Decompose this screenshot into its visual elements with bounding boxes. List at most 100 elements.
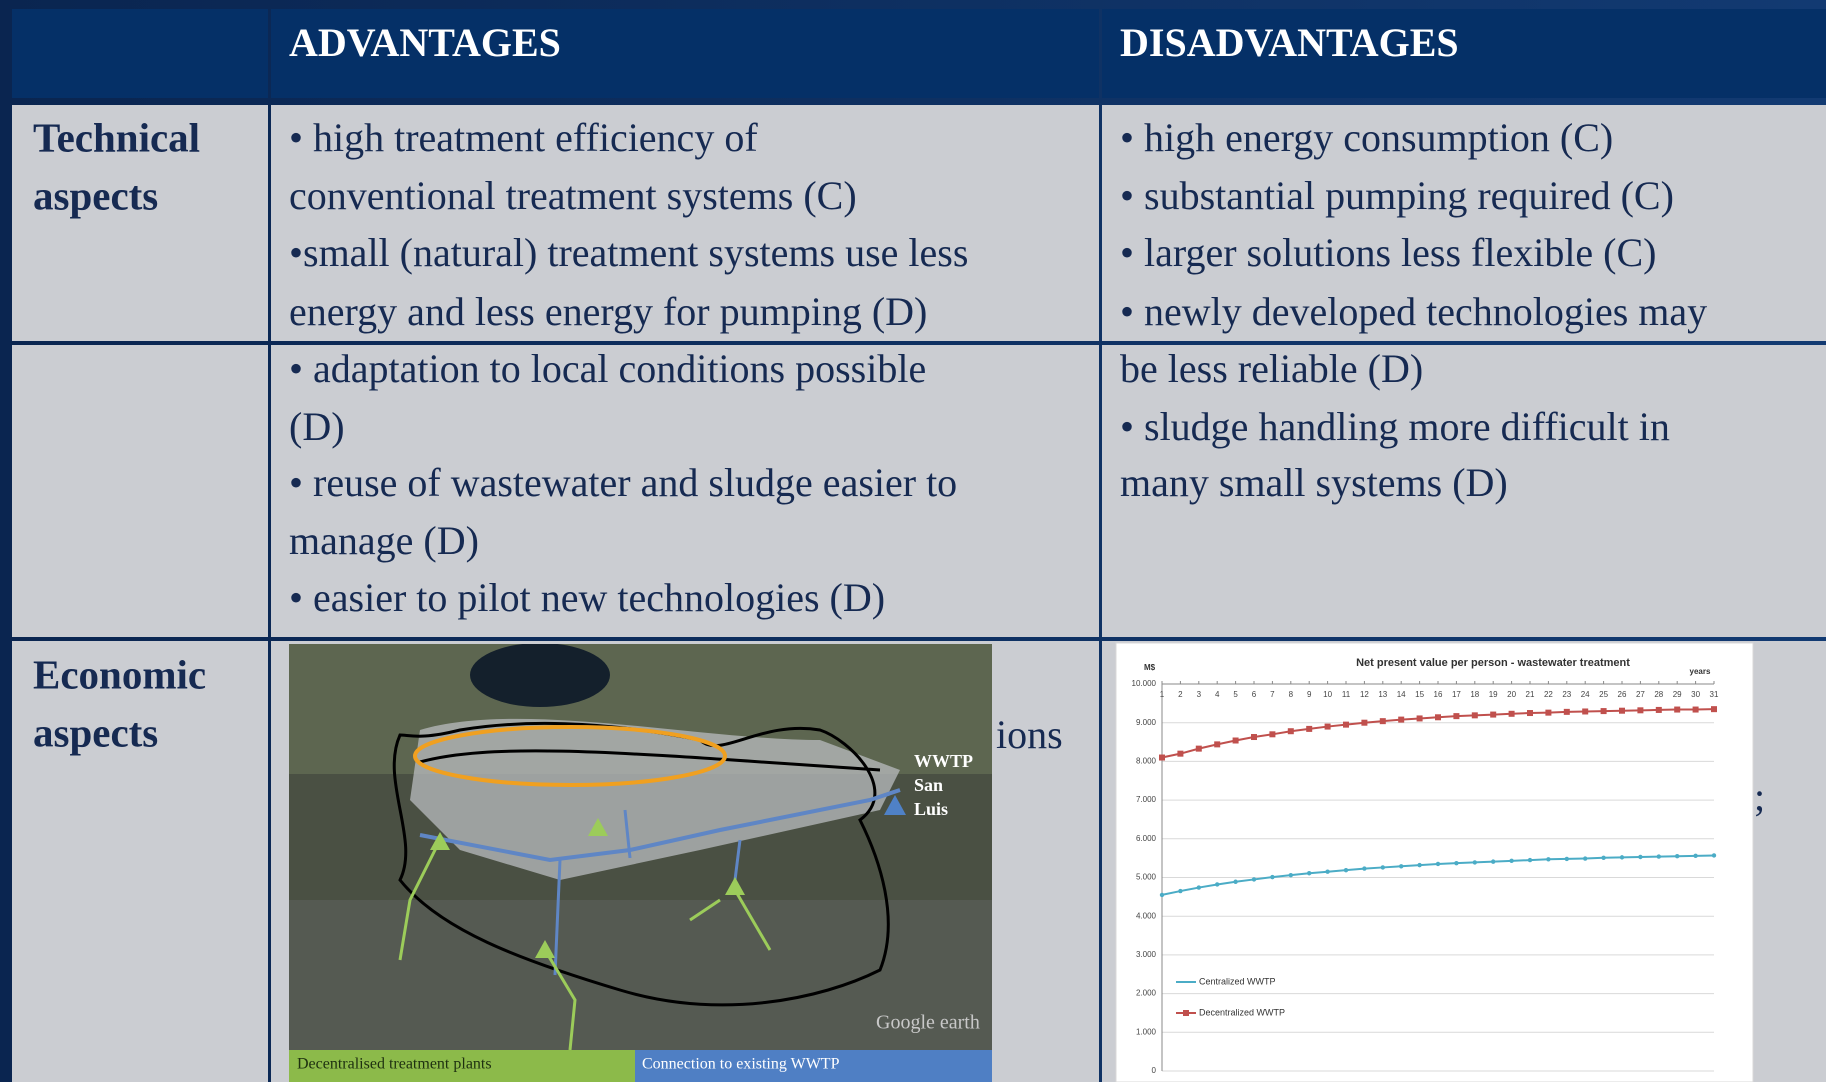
y-tick-label: 7.000 [1136, 795, 1157, 804]
point [1177, 751, 1183, 757]
column-header: ADVANTAGES [289, 20, 561, 65]
point [1473, 860, 1477, 864]
point [1564, 709, 1570, 715]
disadvantage-line: • sludge handling more difficult in [1120, 404, 1670, 449]
legend-label: Centralized WWTP [1199, 976, 1276, 986]
advantage-line: manage (D) [289, 518, 479, 563]
x-tick-label: 1 [1160, 690, 1165, 699]
map-legend-label: Decentralised treatment plants [297, 1056, 492, 1073]
point [1491, 859, 1495, 863]
x-tick-label: 3 [1197, 690, 1202, 699]
chart-title: Net present value per person - wastewate… [1356, 657, 1630, 669]
y-tick-label: 8.000 [1136, 757, 1157, 766]
point [1638, 855, 1642, 859]
y-tick-label: 1.000 [1136, 1027, 1157, 1036]
point [1472, 712, 1478, 718]
point [1325, 869, 1329, 873]
point [1417, 715, 1423, 721]
row-label: Technical [33, 114, 200, 160]
legend-label: Decentralized WWTP [1199, 1007, 1285, 1017]
hidden-text-fragment: ions [996, 712, 1063, 757]
point [1657, 854, 1661, 858]
row-label: aspects [33, 172, 158, 218]
map-label: WWTP [914, 751, 973, 771]
y-tick-label: 4.000 [1136, 911, 1157, 920]
point [1601, 708, 1607, 714]
page: ADVANTAGES DISADVANTAGES Technical aspects E… [0, 0, 1826, 1082]
x-tick-label: 8 [1289, 690, 1294, 699]
advantage-line: • adaptation to local conditions possibl… [289, 346, 926, 391]
point [1252, 877, 1256, 881]
point [1675, 854, 1679, 858]
point [1620, 855, 1624, 859]
point [1288, 728, 1294, 734]
x-tick-label: 6 [1252, 690, 1257, 699]
map-watermark: Google earth [876, 1012, 980, 1034]
y-tick-label: 0 [1152, 1066, 1157, 1075]
point [1565, 857, 1569, 861]
x-tick-label: 25 [1599, 690, 1608, 699]
point [1214, 741, 1220, 747]
x-unit: years [1690, 667, 1711, 676]
point [1344, 868, 1348, 872]
point [1197, 885, 1201, 889]
point [1528, 858, 1532, 862]
point [1454, 861, 1458, 865]
x-tick-label: 10 [1323, 690, 1332, 699]
hidden-text-fragment: ; [1754, 774, 1765, 819]
point [1509, 859, 1513, 863]
point [1269, 731, 1275, 737]
point [1417, 863, 1421, 867]
y-tick-label: 5.000 [1136, 873, 1157, 882]
x-tick-label: 29 [1673, 690, 1682, 699]
point [1582, 708, 1588, 714]
point [1490, 712, 1496, 718]
advantage-line: • reuse of wastewater and sludge easier … [289, 460, 957, 505]
advantage-line: (D) [289, 404, 345, 449]
point [1159, 755, 1165, 761]
legend-marker [1183, 1010, 1189, 1016]
point [1196, 746, 1202, 752]
x-tick-label: 26 [1618, 690, 1627, 699]
point [1362, 866, 1366, 870]
point [1380, 718, 1386, 724]
x-tick-label: 31 [1710, 690, 1719, 699]
point [1233, 880, 1237, 884]
column-header: DISADVANTAGES [1120, 20, 1459, 65]
point [1251, 734, 1257, 740]
point [1289, 873, 1293, 877]
point [1656, 707, 1662, 713]
x-tick-label: 27 [1636, 690, 1645, 699]
disadvantage-line: • substantial pumping required (C) [1120, 173, 1674, 218]
x-tick-label: 13 [1378, 690, 1387, 699]
map-legend-label: Connection to existing WWTP [642, 1056, 840, 1073]
x-tick-label: 16 [1434, 690, 1443, 699]
row-label: aspects [33, 709, 158, 755]
y-tick-label: 3.000 [1136, 950, 1157, 959]
x-tick-label: 9 [1307, 690, 1312, 699]
x-tick-label: 2 [1178, 690, 1183, 699]
x-tick-label: 18 [1470, 690, 1479, 699]
x-tick-label: 24 [1581, 690, 1590, 699]
advantage-line: conventional treatment systems (C) [289, 173, 857, 218]
x-tick-label: 4 [1215, 690, 1220, 699]
point [1160, 893, 1164, 897]
y-unit: M$ [1144, 663, 1156, 672]
y-tick-label: 9.000 [1136, 718, 1157, 727]
map-label: Luis [914, 799, 948, 819]
disadvantage-line: • larger solutions less flexible (C) [1120, 230, 1657, 275]
row-label: Economic [33, 651, 206, 697]
point [1435, 714, 1441, 720]
disadvantage-line: be less reliable (D) [1120, 346, 1423, 391]
point [1306, 726, 1312, 732]
map-image [289, 643, 992, 1050]
point [1215, 882, 1219, 886]
point [1509, 711, 1515, 717]
y-tick-label: 6.000 [1136, 834, 1157, 843]
disadvantage-line: • newly developed technologies may [1120, 289, 1707, 334]
point [1545, 710, 1551, 716]
x-tick-label: 30 [1691, 690, 1700, 699]
point [1325, 724, 1331, 730]
header-cell [12, 9, 268, 98]
disadvantage-line: many small systems (D) [1120, 460, 1508, 505]
